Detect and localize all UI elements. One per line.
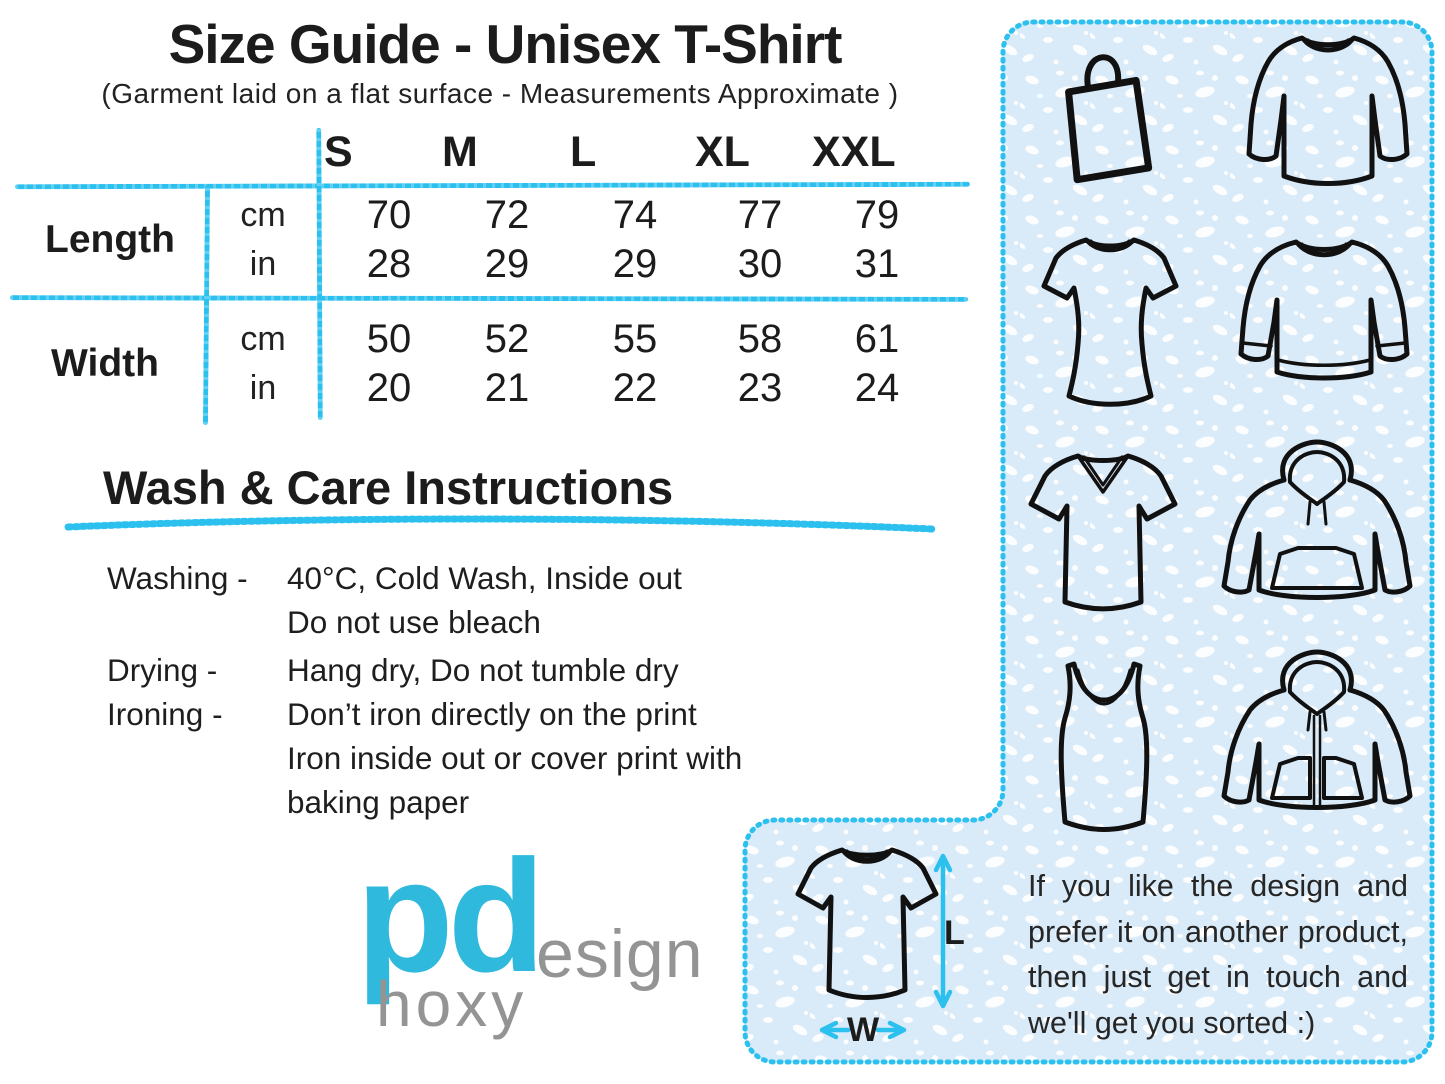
logo-pd: pd xyxy=(356,826,545,1005)
care-text: 40°C, Cold Wash, Inside out xyxy=(287,560,682,596)
table-cell: 22 xyxy=(612,366,658,410)
zip-hoodie-icon xyxy=(1221,649,1413,810)
contact-note-line: then just get in touch and xyxy=(1028,960,1408,994)
size-header-xl: XL xyxy=(695,128,750,176)
length-arrow xyxy=(933,853,953,1009)
care-text: Don’t iron directly on the print xyxy=(287,696,697,732)
page-title: Size Guide - Unisex T-Shirt xyxy=(168,13,843,75)
table-cell: 58 xyxy=(737,317,783,361)
table-cell: 77 xyxy=(737,193,783,237)
contact-note-line: prefer it on another product, xyxy=(1028,914,1408,949)
table-cell: 52 xyxy=(484,317,530,361)
care-text: Hang dry, Do not tumble dry xyxy=(287,652,679,688)
care-text: Iron inside out or cover print with xyxy=(287,740,743,776)
table-cell: 31 xyxy=(854,242,900,286)
table-cell: 20 xyxy=(366,366,412,410)
v-neck-tee-icon xyxy=(1028,453,1178,612)
table-cell: 29 xyxy=(484,242,530,286)
table-cell: 29 xyxy=(612,242,658,286)
unit-cell: in xyxy=(249,369,277,407)
table-line-horizontal-2 xyxy=(9,295,969,302)
sweatshirt-icon xyxy=(1238,239,1410,381)
row-label-width: Width xyxy=(51,342,159,385)
contact-note: If you like the design and prefer it on … xyxy=(1028,864,1408,1046)
width-measure-label: W xyxy=(846,1011,880,1049)
contact-note-line: If you like the design and xyxy=(1028,869,1408,903)
care-text: Do not use bleach xyxy=(287,604,541,640)
tank-top-icon xyxy=(1058,661,1150,832)
table-cell: 70 xyxy=(366,193,412,237)
care-text: baking paper xyxy=(287,784,470,820)
table-cell: 28 xyxy=(366,242,412,286)
table-cell: 50 xyxy=(366,317,412,361)
table-cell: 23 xyxy=(737,366,783,410)
hoodie-icon xyxy=(1221,439,1413,600)
table-cell: 61 xyxy=(854,317,900,361)
size-header-l: L xyxy=(570,128,597,176)
table-cell: 55 xyxy=(612,317,658,361)
care-heading-underline xyxy=(64,515,936,533)
table-cell: 79 xyxy=(854,193,900,237)
womens-tee-icon xyxy=(1041,237,1179,407)
unit-cell: in xyxy=(249,245,277,283)
size-header-s: S xyxy=(324,128,353,176)
unit-cell: cm xyxy=(240,320,286,358)
size-header-xxl: XXL xyxy=(812,128,896,176)
care-label-washing: Washing - xyxy=(107,560,248,596)
table-cell: 24 xyxy=(854,366,900,410)
row-label-length: Length xyxy=(45,218,175,261)
care-label-ironing: Ironing - xyxy=(107,696,223,732)
table-cell: 72 xyxy=(484,193,530,237)
table-cell: 74 xyxy=(612,193,658,237)
logo-design-suffix: esign xyxy=(536,916,704,992)
tote-bag-icon xyxy=(1065,54,1153,184)
product-panel xyxy=(742,19,1435,1065)
care-heading: Wash & Care Instructions xyxy=(103,461,674,514)
size-header-m: M xyxy=(442,128,478,176)
table-cell: 21 xyxy=(484,366,530,410)
page-subtitle: (Garment laid on a flat surface - Measur… xyxy=(101,78,899,109)
table-cell: 30 xyxy=(737,242,783,286)
contact-note-line: we'll get you sorted :) xyxy=(1028,1005,1316,1040)
measured-tee-icon xyxy=(795,847,939,1000)
length-measure-label: L xyxy=(944,914,965,952)
long-sleeve-tee-icon xyxy=(1246,35,1410,186)
logo-hoxy-suffix: hoxy xyxy=(376,968,528,1040)
unit-cell: cm xyxy=(240,196,286,234)
care-label-drying: Drying - xyxy=(107,652,218,688)
width-arrow xyxy=(819,1020,907,1040)
